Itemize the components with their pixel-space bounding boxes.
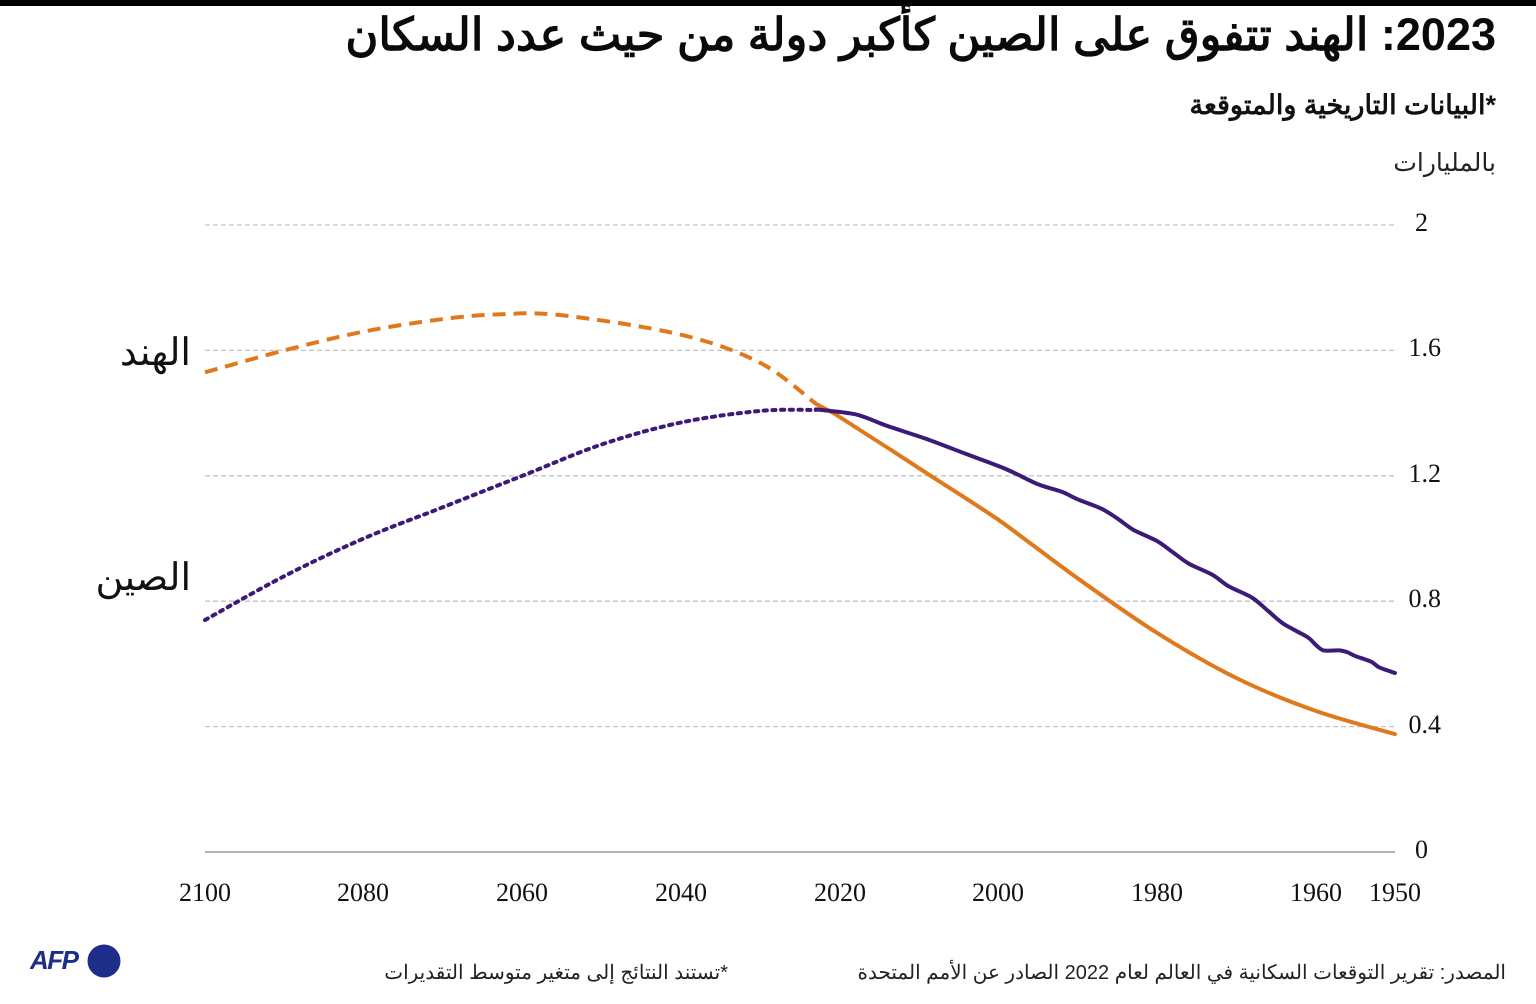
- svg-text:AFP: AFP: [30, 945, 80, 975]
